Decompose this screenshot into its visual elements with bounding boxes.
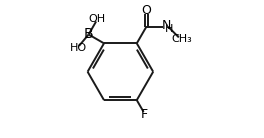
Text: HO: HO [70,43,87,53]
Text: CH₃: CH₃ [171,34,192,44]
Text: N: N [162,19,171,32]
Text: H: H [165,24,173,34]
Text: OH: OH [88,14,105,24]
Text: F: F [140,108,148,121]
Text: O: O [142,4,151,17]
Text: B: B [84,27,93,41]
